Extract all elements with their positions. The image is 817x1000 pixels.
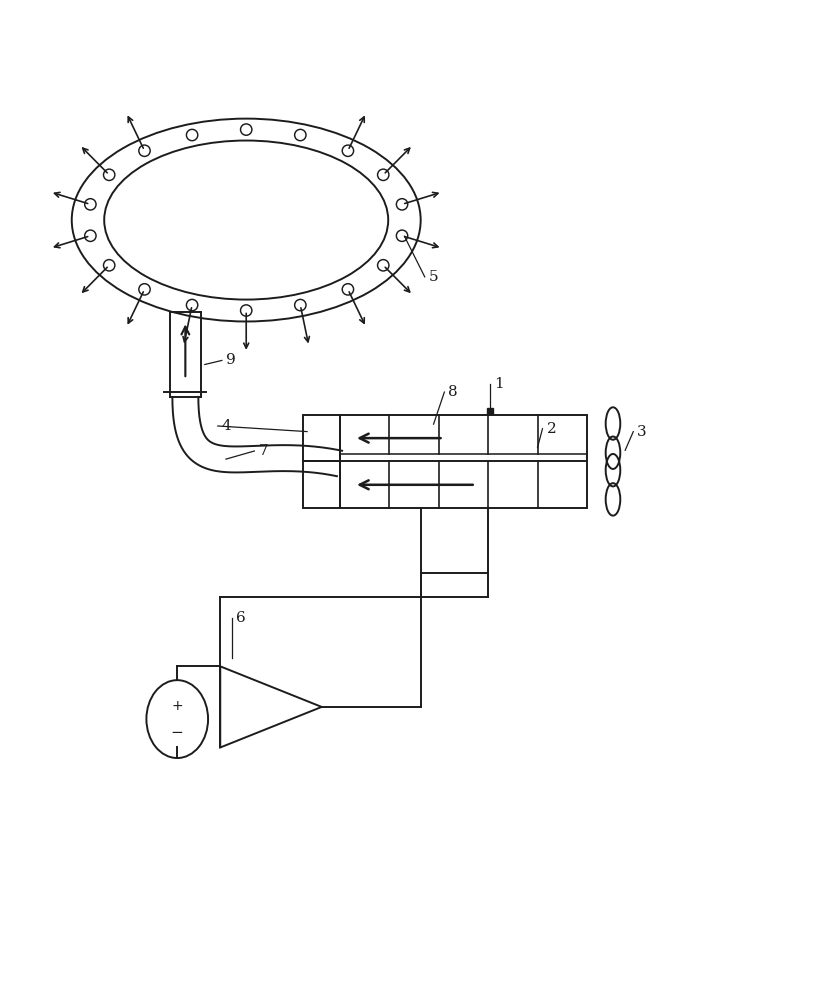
Bar bbox=[303, 415, 340, 461]
Text: 3: 3 bbox=[637, 425, 647, 439]
Text: 6: 6 bbox=[236, 611, 246, 625]
Bar bbox=[340, 415, 587, 508]
Text: 4: 4 bbox=[222, 419, 231, 433]
Text: 9: 9 bbox=[226, 353, 235, 367]
Text: 7: 7 bbox=[258, 444, 268, 458]
Bar bbox=[303, 461, 340, 508]
Text: +: + bbox=[172, 699, 183, 713]
Text: 8: 8 bbox=[449, 385, 458, 399]
Text: −: − bbox=[171, 725, 184, 740]
Text: 5: 5 bbox=[429, 270, 439, 284]
Text: 1: 1 bbox=[494, 377, 504, 391]
Text: 2: 2 bbox=[547, 422, 556, 436]
